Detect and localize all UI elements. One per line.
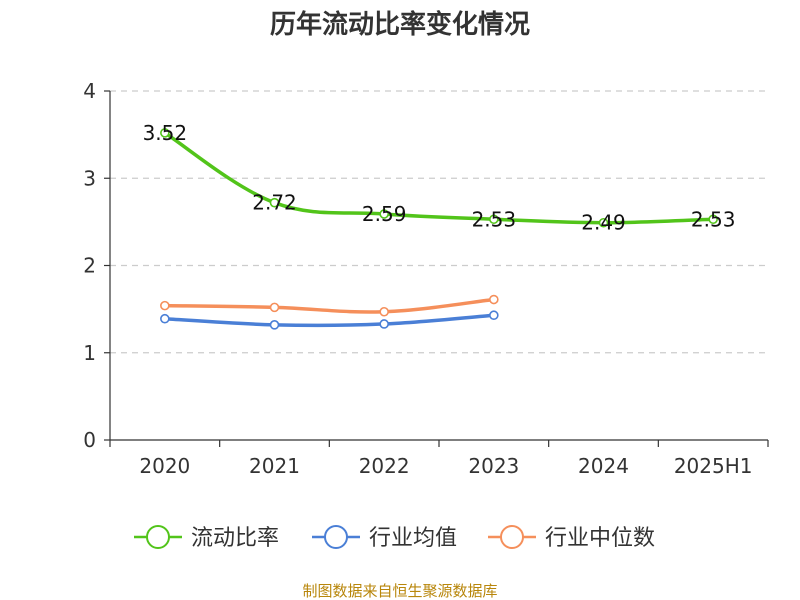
x-tick-label-2023: 2023: [468, 454, 519, 478]
chart-title: 历年流动比率变化情况: [270, 9, 530, 40]
source-note: 制图数据来自恒生聚源数据库: [302, 582, 497, 600]
legend-marker-2: [500, 525, 524, 549]
legend-marker-1: [324, 525, 348, 549]
data-point-2-2023: [489, 294, 499, 305]
legend: 流动比率 行业均值 行业中位数: [134, 525, 655, 551]
data-point-2-2021: [269, 302, 280, 313]
y-tick-label-2: 2: [83, 254, 96, 278]
data-point-1-2023: [489, 310, 499, 321]
data-point-0-2024: [598, 217, 609, 228]
x-tick-label-2021: 2021: [249, 454, 300, 478]
data-labels: 3.52 2.72 2.59 2.53 2.49 2.53: [143, 121, 736, 235]
data-point-1-2021: [269, 320, 280, 330]
y-tick-label-4: 4: [83, 79, 96, 103]
legend-label-0: 流动比率: [191, 526, 279, 551]
y-tick-label-3: 3: [83, 166, 96, 190]
series-line-0: [163, 131, 715, 225]
x-tick-label-2024: 2024: [578, 454, 629, 478]
legend-label-1: 行业均值: [369, 526, 457, 551]
data-label-2025H1: 2.53: [691, 207, 736, 231]
data-label-2024: 2.49: [581, 211, 626, 235]
data-point-1-2020: [160, 313, 170, 324]
legend-label-2: 行业中位数: [545, 526, 655, 551]
series-line-2: [163, 297, 496, 314]
y-tick-label-0: 0: [83, 428, 96, 452]
series-line-1: [163, 313, 496, 328]
data-point-0-2020: [160, 128, 170, 138]
data-point-2-2022: [379, 306, 389, 317]
axes: 0 1 2 3 4 2020 2021 2022 2023 2024 2025H1: [83, 79, 769, 478]
series-group: [160, 128, 718, 330]
data-label-2021: 2.72: [252, 191, 297, 215]
data-point-0-2023: [489, 214, 499, 225]
x-tick-label-2025H1: 2025H1: [674, 454, 753, 478]
data-point-0-2025H1: [708, 214, 718, 225]
x-tick-label-2020: 2020: [139, 454, 190, 478]
data-point-1-2022: [379, 319, 389, 329]
data-point-2-2020: [160, 300, 170, 311]
data-label-2022: 2.59: [362, 202, 407, 226]
legend-marker-0: [146, 525, 170, 549]
x-tick-label-2022: 2022: [359, 454, 410, 478]
data-label-2020: 3.52: [143, 121, 188, 145]
data-label-2023: 2.53: [472, 207, 517, 231]
y-tick-label-1: 1: [83, 341, 96, 365]
data-point-0-2021: [269, 197, 280, 208]
data-point-0-2022: [379, 209, 389, 219]
